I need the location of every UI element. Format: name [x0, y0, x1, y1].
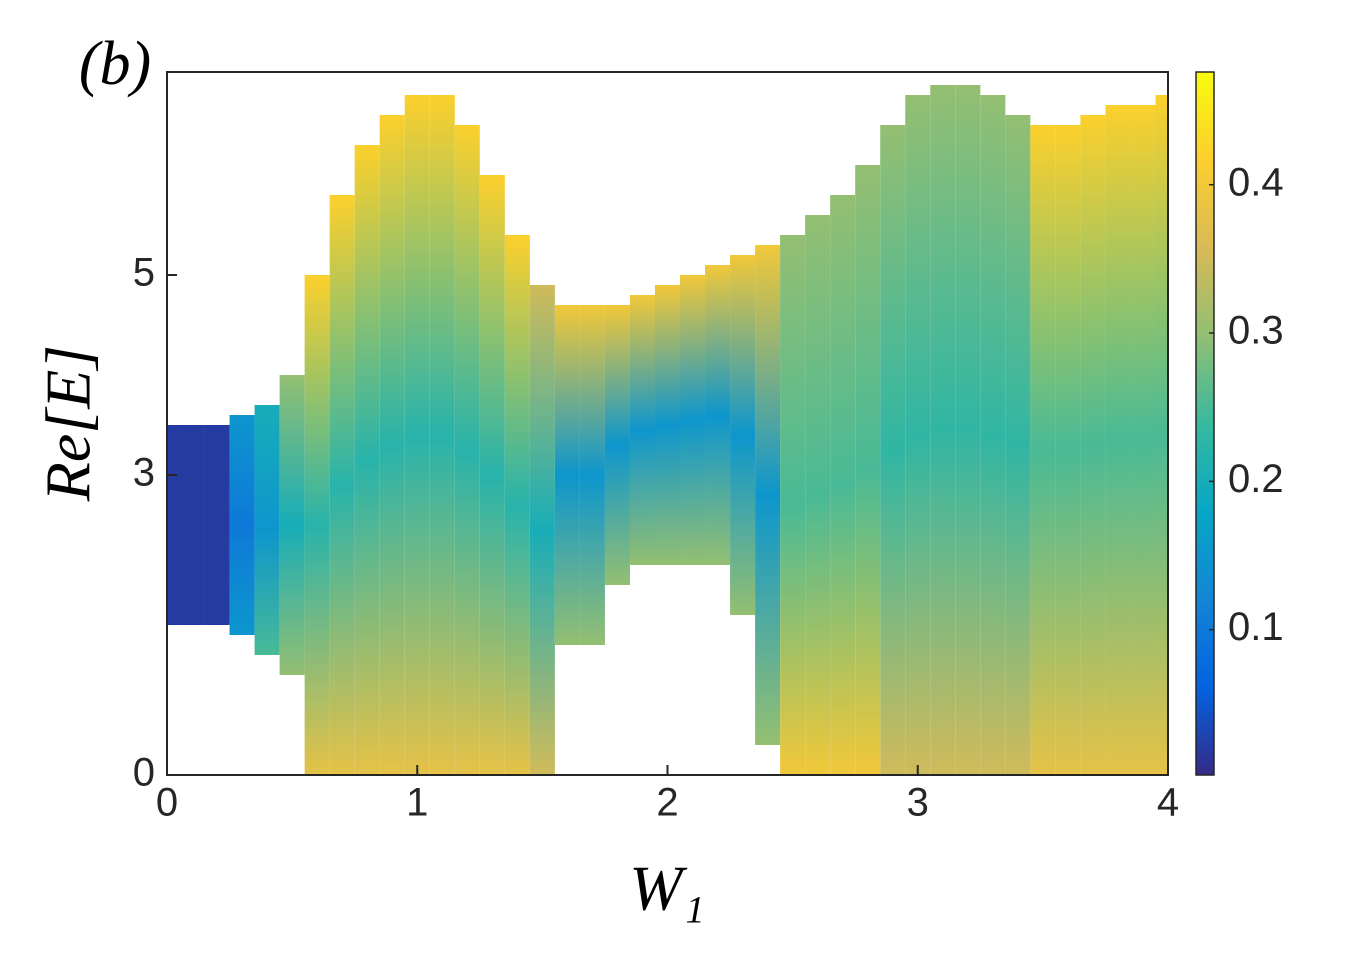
band-column	[1005, 115, 1031, 775]
band-column	[404, 95, 430, 775]
colorbar	[1195, 71, 1215, 776]
x-tick-label: 3	[907, 781, 929, 825]
band-column	[855, 165, 881, 775]
band-column	[329, 195, 355, 775]
y-axis-label: Re[E]	[33, 345, 104, 502]
band-column	[504, 235, 530, 775]
colorbar-tick-label: 0.3	[1228, 309, 1284, 353]
band-column	[454, 125, 480, 775]
band-column	[654, 285, 681, 565]
band-column	[955, 85, 981, 775]
band-column	[354, 145, 380, 775]
band-column	[805, 215, 831, 775]
band-column	[1155, 95, 1168, 775]
band-column	[229, 415, 255, 635]
band-column	[1055, 125, 1081, 775]
x-tick-label: 1	[406, 781, 428, 825]
plot-area	[167, 85, 1168, 775]
band-column	[830, 195, 856, 775]
band-column	[755, 245, 781, 745]
band-column	[279, 375, 305, 675]
band-column	[980, 95, 1006, 775]
band-column	[554, 305, 580, 645]
band-column	[1030, 125, 1056, 775]
x-tick-label: 0	[156, 781, 178, 825]
band-column	[880, 125, 906, 775]
band-column	[930, 85, 956, 775]
band-column	[705, 265, 731, 565]
band-column	[379, 115, 405, 775]
x-tick-label: 2	[656, 781, 678, 825]
band-column	[167, 425, 180, 625]
y-tick-label: 3	[133, 451, 155, 495]
colorbar-tick-label: 0.1	[1228, 605, 1284, 649]
band-column	[1080, 115, 1106, 775]
band-column	[204, 425, 230, 625]
band-column	[479, 175, 505, 775]
band-column	[905, 95, 931, 775]
band-column	[629, 295, 655, 565]
band-column	[1130, 105, 1156, 775]
band-column	[529, 285, 555, 775]
band-column	[254, 405, 280, 655]
band-column	[429, 95, 455, 775]
band-column	[304, 275, 330, 775]
x-tick-label: 4	[1157, 781, 1179, 825]
band-column	[179, 425, 205, 625]
band-column	[680, 275, 706, 565]
colorbar-tick-label: 0.2	[1228, 457, 1284, 501]
y-tick-label: 0	[133, 751, 155, 795]
band-column	[1105, 105, 1131, 775]
y-tick-label: 5	[133, 251, 155, 295]
x-axis-label: W₁	[629, 853, 705, 924]
colorbar-tick-label: 0.4	[1228, 160, 1284, 204]
band-column	[780, 235, 806, 775]
band-column	[579, 305, 605, 645]
band-column	[604, 305, 630, 585]
panel-label: (b)	[79, 30, 151, 98]
band-column	[730, 255, 756, 615]
